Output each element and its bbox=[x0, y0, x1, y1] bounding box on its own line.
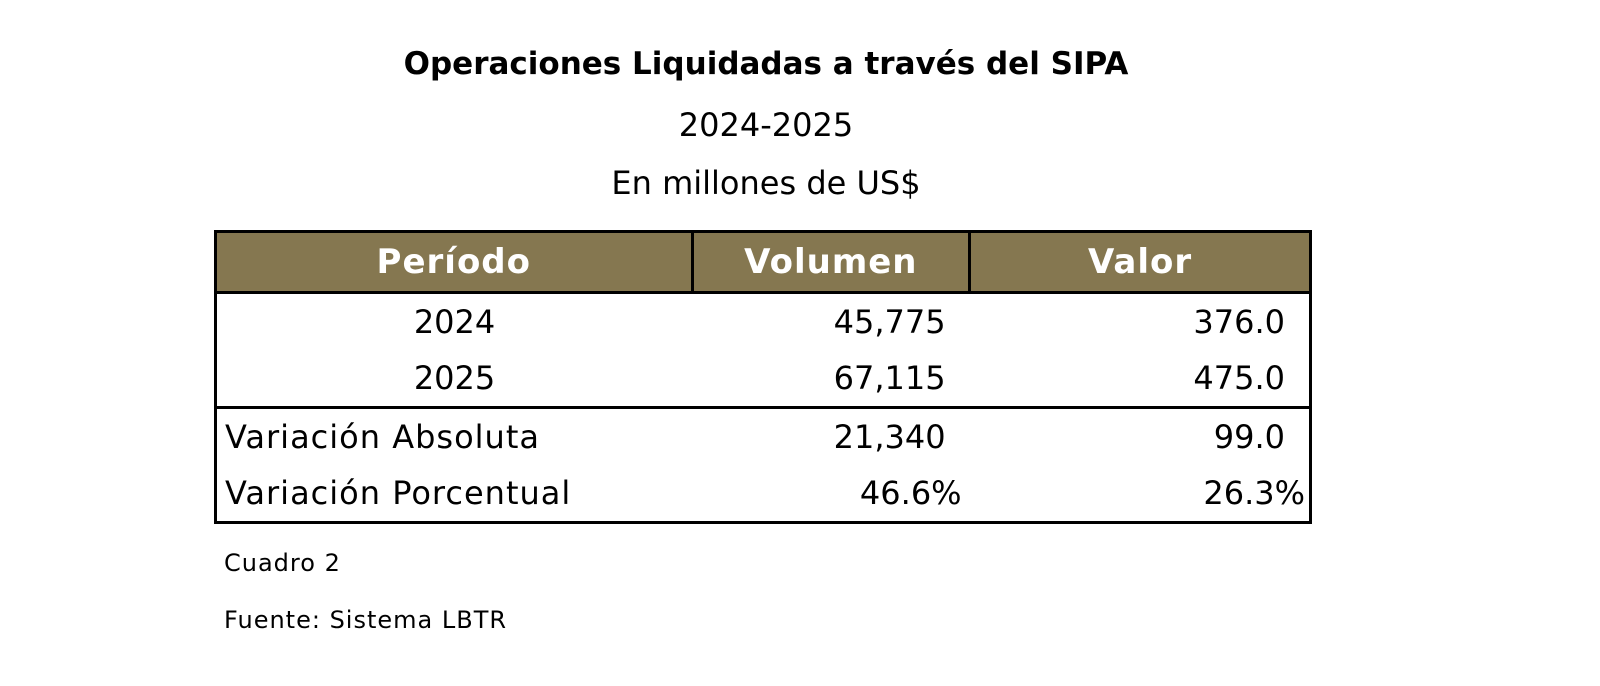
source-note: Fuente: Sistema LBTR bbox=[224, 606, 508, 634]
valor-cell: 99.0 bbox=[969, 406, 1311, 465]
row-label: Variación Absoluta bbox=[215, 406, 693, 465]
valor-cell: 26.3% bbox=[1203, 474, 1305, 512]
table-caption: Cuadro 2 bbox=[224, 549, 341, 577]
unit-subtitle: En millones de US$ bbox=[611, 164, 921, 202]
table-row: Variación Absoluta 21,340 99.0 bbox=[215, 406, 1311, 465]
table-row: Variación Porcentual 46.6% 26.3% bbox=[216, 465, 1311, 523]
volumen-cell: 45,775 bbox=[833, 303, 946, 341]
column-header-volumen: Volumen bbox=[690, 230, 972, 294]
period-subtitle: 2024-2025 bbox=[678, 106, 854, 144]
row-label: Variación Porcentual bbox=[225, 474, 572, 512]
volumen-cell: 67,115 bbox=[833, 359, 946, 397]
column-header-valor: Valor bbox=[968, 230, 1312, 294]
row-label: 2024 bbox=[413, 303, 496, 341]
valor-cell: 475.0 bbox=[1193, 359, 1285, 397]
column-header-periodo: Período bbox=[214, 230, 694, 294]
valor-cell: 376.0 bbox=[1193, 303, 1285, 341]
row-label: 2025 bbox=[413, 359, 496, 397]
volumen-cell: 21,340 bbox=[692, 406, 970, 465]
table-row: 2024 45,775 376.0 bbox=[216, 293, 1311, 351]
table-row: 2025 67,115 475.0 bbox=[216, 350, 1311, 408]
volumen-cell: 46.6% bbox=[859, 474, 962, 512]
page-title: Operaciones Liquidadas a través del SIPA bbox=[403, 46, 1129, 82]
operations-table: Período Volumen Valor 2024 45,775 376.0 … bbox=[214, 230, 1312, 524]
table-header-row: Período Volumen Valor bbox=[214, 230, 1312, 294]
